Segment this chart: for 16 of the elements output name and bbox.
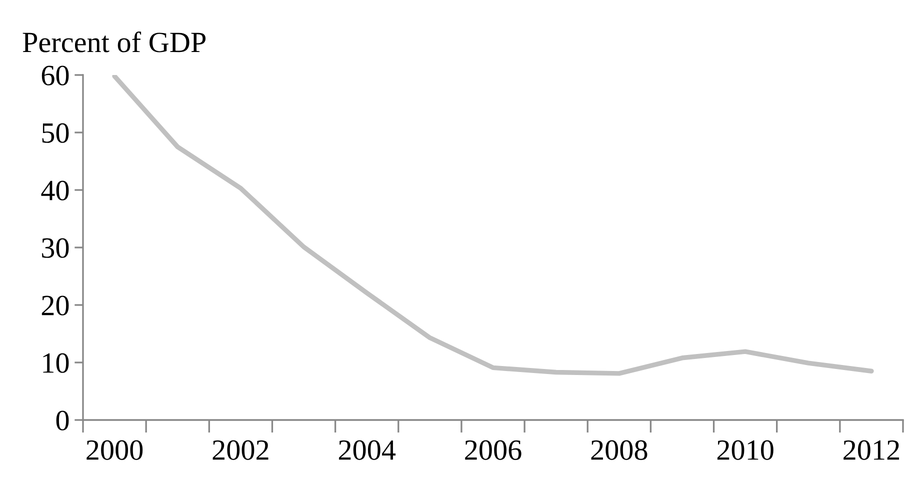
x-tick-label: 2008 — [591, 440, 648, 460]
y-tick-label: 0 — [56, 410, 69, 430]
y-tick-label: 20 — [42, 296, 69, 316]
x-tick-label: 2002 — [212, 440, 268, 460]
y-axis-title: Percent of GDP — [22, 31, 206, 52]
y-tick-label: 60 — [42, 66, 69, 86]
x-tick-label: 2000 — [86, 440, 143, 460]
line-series — [112, 75, 874, 376]
x-tick-label: 2006 — [465, 440, 522, 460]
x-tick-label: 2004 — [338, 440, 396, 460]
x-tick-label: 2012 — [844, 440, 900, 460]
y-tick-label: 50 — [42, 123, 69, 143]
x-tick-label: 2010 — [717, 440, 774, 460]
y-tick-label: 30 — [42, 238, 69, 258]
y-tick-label: 40 — [41, 180, 69, 200]
y-tick-label: 10 — [43, 353, 69, 373]
